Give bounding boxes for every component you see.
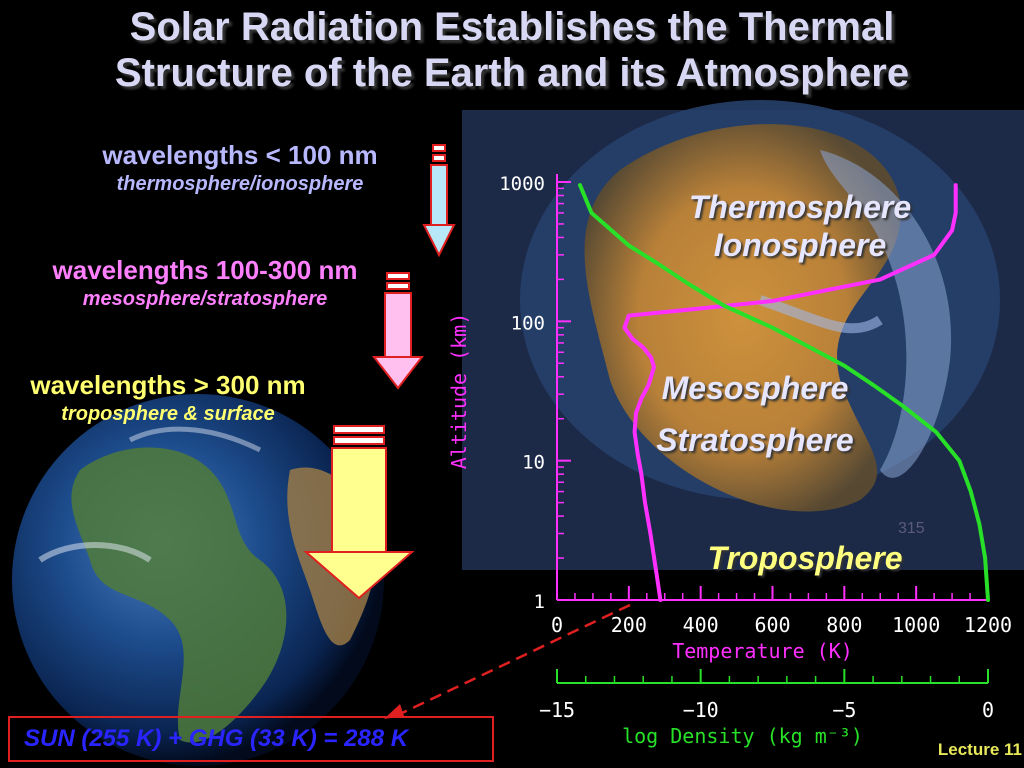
band-label: wavelengths 100-300 nm	[52, 255, 358, 285]
band-region: troposphere & surface	[61, 403, 275, 425]
footer-label: Lecture 11	[937, 740, 1022, 759]
layer-label-thermosphere: Thermosphere Ionosphere	[670, 188, 930, 264]
x-tick-label: 0	[551, 613, 563, 637]
x2-tick-label: −15	[539, 698, 575, 722]
y-tick-label: 100	[511, 312, 545, 334]
title-line-2: Structure of the Earth and its Atmospher…	[114, 51, 910, 95]
stratosphere-label: Stratosphere	[656, 422, 854, 458]
x-tick-label: 400	[683, 613, 719, 637]
arrow-short-uv	[422, 144, 456, 258]
x-tick-label: 200	[611, 613, 647, 637]
arrow-mid-uv	[371, 272, 425, 390]
page-title: Solar Radiation Establishes the Thermal …	[0, 4, 1024, 96]
ionosphere-label: Ionosphere	[713, 227, 887, 263]
x2-axis-title: log Density (kg m⁻³)	[622, 724, 863, 748]
earth-image	[12, 394, 384, 766]
density-profile-line	[578, 183, 990, 602]
equation-box: SUN (255 K) + GHG (33 K) = 288 K	[8, 716, 494, 762]
temperature-profile-line	[622, 183, 958, 602]
troposphere-label: Troposphere	[707, 540, 903, 576]
x-axis-title: Temperature (K)	[672, 639, 853, 663]
arrow-visible	[303, 425, 415, 600]
x-tick-label: 800	[826, 613, 862, 637]
x2-tick-label: −5	[832, 698, 856, 722]
mesosphere-label: Mesosphere	[661, 370, 849, 406]
y-tick-label: 1	[534, 591, 545, 613]
band-short-uv: wavelengths < 100 nm thermosphere/ionosp…	[70, 140, 410, 196]
y-axis-title: Altitude (km)	[447, 313, 471, 470]
title-line-1: Solar Radiation Establishes the Thermal	[129, 5, 895, 49]
band-mid-uv: wavelengths 100-300 nm mesosphere/strato…	[20, 255, 390, 311]
band-label: wavelengths < 100 nm	[102, 140, 378, 170]
y-tick-label: 10	[522, 452, 545, 474]
x-tick-label: 600	[754, 613, 790, 637]
band-region: thermosphere/ionosphere	[116, 173, 364, 195]
band-label: wavelengths > 300 nm	[30, 370, 306, 400]
x2-tick-label: −10	[683, 698, 719, 722]
surface-pointer	[384, 603, 631, 719]
band-region: mesosphere/stratosphere	[82, 288, 328, 310]
layer-label-mesosphere: Mesosphere Stratosphere	[640, 362, 870, 466]
chart-series	[578, 183, 990, 602]
band-visible: wavelengths > 300 nm troposphere & surfa…	[0, 370, 336, 426]
sun-image	[462, 100, 1024, 570]
image-number: 315	[898, 520, 925, 537]
x-tick-label: 1200	[964, 613, 1012, 637]
thermosphere-label: Thermosphere	[688, 189, 912, 225]
x2-tick-label: 0	[982, 698, 994, 722]
chart-axes: 1 10 100 1000 Altitude (km) 0 200 400 600 800 1000…	[447, 173, 1012, 748]
x-tick-label: 1000	[892, 613, 940, 637]
y-tick-label: 1000	[499, 173, 545, 195]
